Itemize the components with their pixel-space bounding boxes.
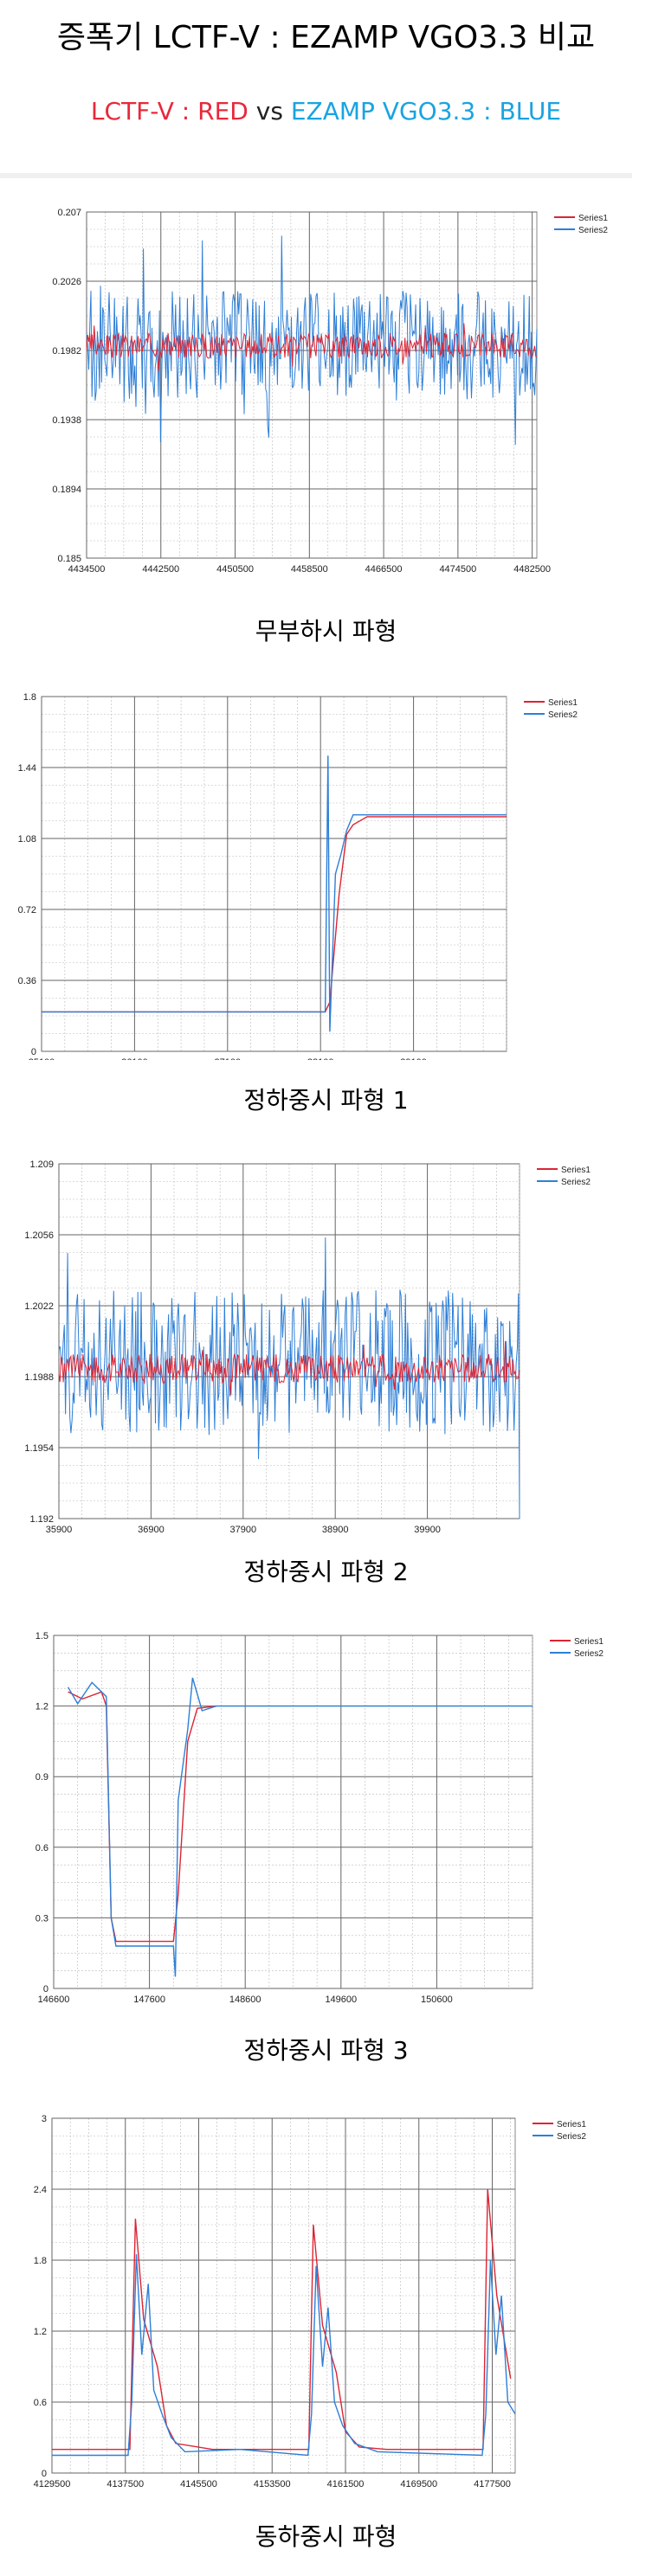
y-tick-label: 0: [31, 1047, 36, 1057]
x-tick-label: 39900: [414, 1525, 441, 1535]
x-tick-label: 4161500: [327, 2479, 365, 2489]
y-tick-label: 1.2: [36, 1702, 48, 1712]
series-line-2: [52, 2254, 516, 2457]
x-tick-label: 4458500: [291, 564, 328, 575]
legend-label: Series2: [578, 226, 608, 235]
legend-label: Series2: [561, 1178, 591, 1187]
x-tick-label: 4129500: [34, 2479, 71, 2489]
y-tick-label: 1.209: [29, 1160, 54, 1170]
y-tick-label: 0.36: [18, 976, 36, 986]
y-tick-label: 1.5: [36, 1631, 48, 1641]
x-tick-label: 4169500: [400, 2479, 437, 2489]
caption-static-load-1: 정하중시 파형 1: [243, 1086, 409, 1115]
y-tick-label: 1.8: [23, 692, 36, 703]
y-tick-label: 1.2: [34, 2327, 47, 2337]
caption-static-load-3: 정하중시 파형 3: [243, 2036, 409, 2065]
chart-no-load: 0.207 0.2026 0.1982 0.1938 0.1894 0.185443450…: [52, 208, 608, 575]
x-tick-label: 27100: [215, 1057, 242, 1060]
x-tick-label: 38900: [322, 1525, 349, 1535]
series-line-2: [58, 1237, 520, 1519]
y-tick-label: 0.1894: [52, 485, 81, 495]
x-tick-label: 146600: [38, 1995, 70, 2003]
chart-static-load-1: 1.8 1.44 1.08 0.72 0.36 025100 26100 27100 28100…: [18, 692, 578, 1060]
x-tick-label: 4474500: [439, 564, 476, 575]
grid: [86, 211, 537, 559]
y-tick-label: 0.1982: [52, 346, 81, 357]
grid: [51, 2117, 515, 2474]
y-tick-label: 1.44: [18, 763, 36, 774]
grid: [41, 696, 507, 1052]
x-tick-label: 147600: [133, 1995, 165, 2003]
y-tick-label: 3: [42, 2114, 47, 2124]
y-tick-label: 0: [43, 1984, 48, 1995]
x-tick-label: 36900: [138, 1525, 165, 1535]
x-tick-label: 29100: [400, 1057, 427, 1060]
y-tick-label: 0.185: [57, 554, 81, 564]
y-tick-label: 1.2022: [24, 1301, 54, 1312]
legend-label: Series2: [548, 710, 578, 720]
comparison-legend-line: LCTF-V : RED vs EZAMP VGO3.3 : BLUE: [0, 97, 652, 125]
x-tick-label: 26100: [121, 1057, 148, 1060]
legend-label: Series1: [557, 2120, 586, 2130]
legend-label: Series2: [574, 1649, 604, 1659]
grid: [58, 1163, 520, 1519]
x-tick-label: 37900: [230, 1525, 257, 1535]
y-tick-label: 1.1988: [24, 1372, 54, 1383]
caption-no-load: 무부하시 파형: [255, 617, 397, 646]
x-tick-label: 4177500: [474, 2479, 511, 2489]
y-tick-label: 1.1954: [24, 1443, 54, 1454]
legend-label: Series1: [574, 1637, 604, 1647]
x-tick-label: 4434500: [68, 564, 106, 575]
caption-dynamic-load: 동하중시 파형: [255, 2522, 397, 2551]
top-divider: [0, 173, 632, 178]
grid: [53, 1635, 533, 1989]
x-tick-label: 4145500: [180, 2479, 217, 2489]
y-tick-label: 0.9: [36, 1772, 48, 1783]
blue-series-label: EZAMP VGO3.3 : BLUE: [290, 97, 562, 125]
x-tick-label: 4442500: [142, 564, 179, 575]
y-tick-label: 1.192: [29, 1514, 54, 1525]
series-line-1: [58, 1340, 520, 1397]
y-tick-label: 1.8: [34, 2256, 47, 2266]
y-tick-label: 0.1938: [52, 415, 81, 426]
legend-label: Series1: [578, 214, 608, 223]
x-tick-label: 35900: [46, 1525, 73, 1535]
series-line-2: [86, 235, 538, 446]
page-title: 증폭기 LCTF-V : EZAMP VGO3.3 비교: [56, 20, 596, 55]
y-tick-label: 0: [42, 2469, 47, 2479]
x-tick-label: 149600: [325, 1995, 357, 2003]
x-tick-label: 25100: [29, 1057, 55, 1060]
y-tick-label: 2.4: [34, 2185, 47, 2195]
x-tick-label: 4482500: [513, 564, 551, 575]
series-line-1: [68, 1691, 217, 1943]
legend-label: Series1: [548, 698, 578, 708]
x-tick-label: 4137500: [107, 2479, 144, 2489]
y-tick-label: 0.2026: [52, 277, 81, 287]
caption-static-load-2: 정하중시 파형 2: [243, 1558, 409, 1586]
x-tick-label: 4466500: [365, 564, 403, 575]
y-tick-label: 1.2056: [24, 1230, 54, 1241]
series-line-2: [67, 1677, 533, 1977]
vs-label: vs: [255, 97, 283, 125]
series-line-1: [86, 323, 538, 371]
x-tick-label: 4450500: [216, 564, 254, 575]
legend-label: Series2: [557, 2132, 586, 2142]
series-line-1: [42, 816, 507, 1013]
x-tick-label: 4153500: [254, 2479, 291, 2489]
y-tick-label: 0.6: [34, 2398, 47, 2408]
y-tick-label: 0.3: [36, 1913, 48, 1924]
y-tick-label: 0.207: [57, 208, 81, 218]
y-tick-label: 1.08: [18, 834, 36, 845]
x-tick-label: 28100: [307, 1057, 334, 1060]
series-line-2: [42, 755, 507, 1032]
y-tick-label: 0.6: [36, 1843, 48, 1853]
x-tick-label: 148600: [229, 1995, 261, 2003]
x-tick-label: 150600: [421, 1995, 453, 2003]
y-tick-label: 0.72: [18, 905, 36, 915]
legend-label: Series1: [561, 1166, 591, 1175]
red-series-label: LCTF-V : RED: [90, 97, 249, 125]
